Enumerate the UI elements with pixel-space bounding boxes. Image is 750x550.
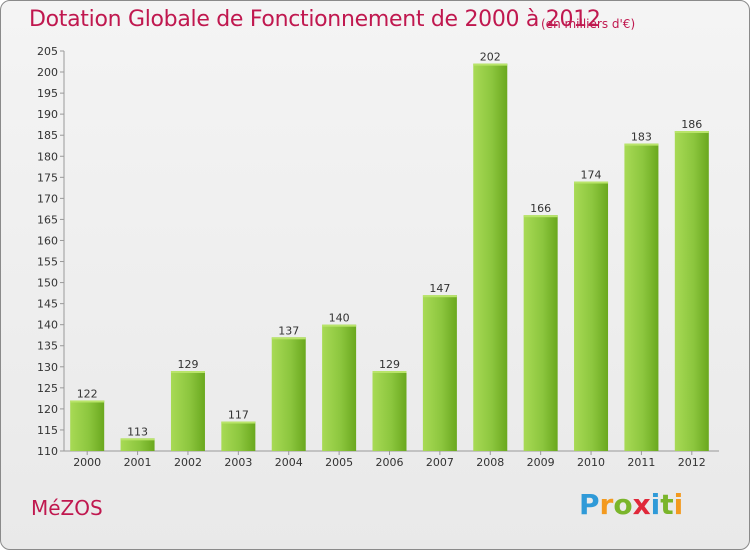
bar-2000: [70, 400, 105, 451]
y-tick-label: 120: [37, 403, 58, 416]
y-tick-label: 150: [37, 277, 58, 290]
x-tick-label: 2003: [224, 456, 252, 469]
bar-2006: [372, 371, 407, 451]
bar-2004: [271, 337, 306, 451]
x-tick-label: 2010: [577, 456, 605, 469]
bar-top-highlight: [120, 438, 155, 441]
x-tick-label: 2011: [627, 456, 655, 469]
x-tick-label: 2007: [426, 456, 454, 469]
y-tick-label: 115: [37, 424, 58, 437]
axes: 110 115 120 125 130 135 140 145 150 155 160 165 170 1…: [37, 45, 719, 469]
bar-2010: [574, 181, 609, 452]
x-tick-label: 2005: [325, 456, 353, 469]
x-tick-label: 2002: [174, 456, 202, 469]
y-tick-label: 135: [37, 340, 58, 353]
bars: [70, 63, 709, 452]
value-label: 129: [177, 358, 198, 371]
value-label: 202: [480, 51, 501, 64]
y-tick-label: 170: [37, 192, 58, 205]
bar-2005: [322, 324, 357, 451]
bar-2012: [674, 131, 709, 451]
bar-2002: [170, 371, 205, 451]
x-tick-label: 2006: [376, 456, 404, 469]
bar-top-highlight: [473, 63, 508, 66]
bar-2011: [624, 143, 659, 451]
y-tick-label: 180: [37, 150, 58, 163]
y-tick-label: 185: [37, 129, 58, 142]
bar-2008: [473, 63, 508, 451]
y-tick-label: 160: [37, 234, 58, 247]
value-label: 113: [127, 425, 148, 438]
x-tick-label: 2012: [678, 456, 706, 469]
bar-2009: [523, 215, 558, 451]
value-label: 122: [77, 387, 98, 400]
x-tick-label: 2009: [527, 456, 555, 469]
value-label: 140: [329, 312, 350, 325]
y-tick-label: 190: [37, 108, 58, 121]
y-tick-label: 165: [37, 213, 58, 226]
value-label: 174: [581, 169, 602, 182]
y-tick-label: 110: [37, 445, 58, 458]
y-tick-label: 155: [37, 256, 58, 269]
y-tick-label: 175: [37, 171, 58, 184]
y-tick-label: 200: [37, 66, 58, 79]
value-label: 147: [429, 282, 450, 295]
chart-subtitle: (en milliers d'€): [541, 17, 636, 31]
bar-2001: [120, 438, 155, 451]
value-label: 137: [278, 324, 299, 337]
value-label: 166: [530, 202, 551, 215]
y-tick-label: 125: [37, 382, 58, 395]
bar-top-highlight: [170, 371, 205, 373]
value-label: 117: [228, 409, 249, 422]
x-tick-label: 2001: [124, 456, 152, 469]
y-tick-label: 205: [37, 45, 58, 58]
value-label: 129: [379, 358, 400, 371]
proxiti-logo: Proxiti: [579, 488, 684, 521]
x-tick-label: 2008: [476, 456, 504, 469]
value-labels: 122 113 129 117 137 140 129 147 202 166 174 183 186: [77, 51, 703, 439]
bar-top-highlight: [574, 181, 609, 184]
chart-title: Dotation Globale de Fonctionnement de 20…: [29, 7, 601, 32]
bar-top-highlight: [70, 400, 105, 403]
x-tick-label: 2004: [275, 456, 303, 469]
value-label: 183: [631, 131, 652, 144]
y-tick-label: 130: [37, 361, 58, 374]
x-tick-label: 2000: [73, 456, 101, 469]
y-tick-label: 145: [37, 298, 58, 311]
bar-top-highlight: [523, 215, 558, 218]
bar-top-highlight: [271, 337, 306, 340]
value-label: 186: [681, 118, 702, 131]
y-tick-label: 140: [37, 319, 58, 332]
bar-top-highlight: [322, 324, 357, 327]
y-tick-label: 195: [37, 87, 58, 100]
bar-2003: [221, 421, 256, 451]
bar-top-highlight: [422, 295, 457, 298]
bar-2007: [422, 295, 457, 451]
bar-top-highlight: [624, 143, 659, 146]
bar-top-highlight: [221, 421, 256, 424]
bar-top-highlight: [372, 371, 407, 373]
place-name: MéZOS: [31, 496, 103, 520]
bar-top-highlight: [674, 131, 709, 133]
